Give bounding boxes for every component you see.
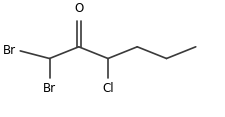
Text: Br: Br — [43, 82, 56, 95]
Text: O: O — [74, 2, 83, 15]
Text: Br: Br — [3, 44, 16, 57]
Text: Cl: Cl — [102, 82, 114, 95]
